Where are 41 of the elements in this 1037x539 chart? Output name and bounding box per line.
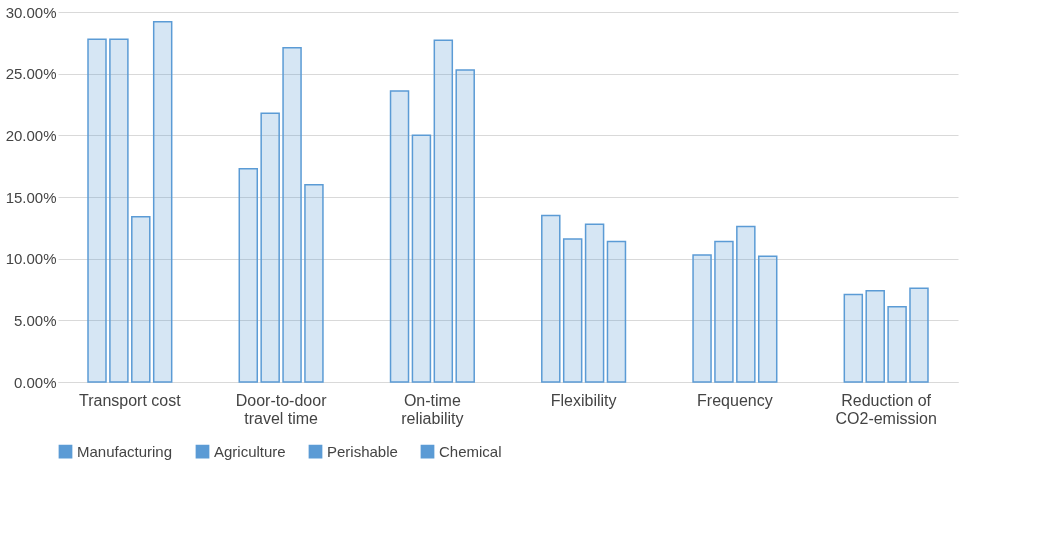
y-tick-label: 25.00% [5,65,57,83]
bar [304,183,324,383]
y-tick-label: 20.00% [5,126,57,144]
bar [541,214,561,383]
y-tick-label: 30.00% [5,3,57,21]
bar [433,39,454,383]
bar [736,225,756,383]
y-tick-label: 5.00% [13,311,57,329]
bar [109,38,129,383]
bar [909,287,929,383]
legend-label: Agriculture [214,442,286,460]
bar [843,293,864,383]
x-tick-label: Transport cost [79,391,182,409]
legend-label: Perishable [327,442,398,460]
x-tick-label: Reduction of CO2-emission [835,391,937,427]
bar [282,47,302,383]
bar [865,289,885,383]
bar [714,240,734,383]
bar [260,112,280,383]
y-tick-label: 10.00% [5,250,57,268]
x-tick-label: Frequency [697,391,773,409]
bar [238,167,259,383]
bar [757,255,778,383]
y-tick-label: 0.00% [13,373,57,391]
bar [692,254,712,383]
bar [584,223,605,383]
legend-label: Manufacturing [77,442,173,460]
bar [606,240,627,383]
x-tick-label: Door-to-door travel time [235,391,328,427]
x-tick-label: On-time reliability [401,391,464,427]
bar [152,21,173,383]
bar [887,306,907,383]
bar [411,134,432,383]
bar [389,90,410,383]
legend-label: Chemical [439,442,502,460]
bar [131,215,151,383]
bar [562,238,583,383]
x-tick-label: Flexibility [550,391,617,409]
bar [87,38,107,383]
bar [455,69,475,383]
y-tick-label: 15.00% [5,188,57,206]
